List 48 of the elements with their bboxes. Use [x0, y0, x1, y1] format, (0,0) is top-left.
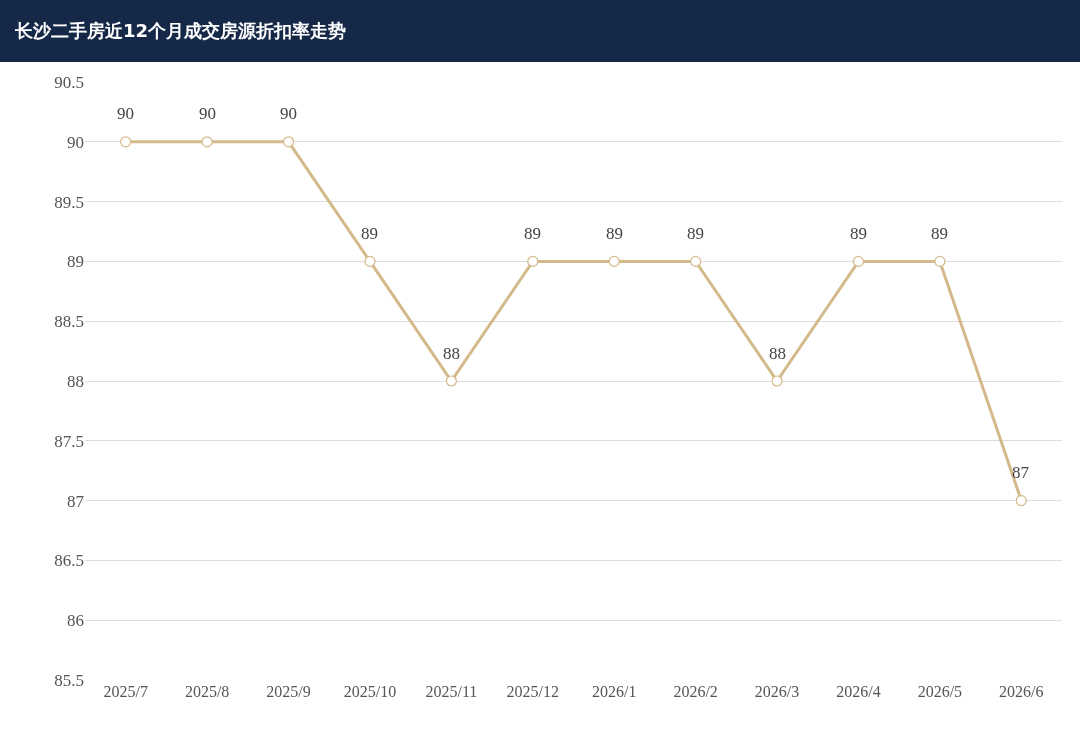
- data-label: 89: [931, 224, 948, 243]
- y-tick-label: 87.5: [54, 431, 84, 451]
- x-tick-label: 2026/6: [999, 683, 1044, 700]
- x-tick-label: 2025/10: [343, 683, 397, 700]
- x-tick-label: 2025/8: [184, 683, 230, 700]
- y-tick-label: 89: [67, 252, 84, 272]
- y-tick-label: 87: [67, 491, 85, 511]
- x-tick-label: 2026/3: [754, 683, 800, 700]
- y-tick-label: 90.5: [54, 72, 84, 92]
- point: [690, 255, 702, 267]
- x-tick-label: 2025/12: [506, 683, 560, 700]
- data-label: 89: [606, 224, 623, 243]
- point: [445, 375, 457, 387]
- data-label: 90: [199, 104, 216, 123]
- point: [852, 255, 865, 267]
- x-tick-label: 2025/9: [266, 683, 311, 700]
- point: [608, 255, 620, 267]
- point: [201, 136, 213, 148]
- point: [934, 255, 946, 267]
- point: [120, 136, 132, 148]
- x-tick-label: 2026/4: [836, 683, 881, 700]
- data-label: 90: [280, 104, 297, 123]
- y-tick-label: 86: [67, 611, 84, 631]
- point: [1015, 495, 1027, 507]
- y-tick-label: 90: [67, 132, 84, 152]
- y-tick-label: 86.5: [54, 551, 84, 571]
- x-tick-label: 2025/11: [425, 683, 478, 700]
- x-tick-label: 2025/7: [103, 683, 148, 700]
- chart-title: 长沙二手房近12个月成交房源折扣率走势: [14, 20, 347, 42]
- data-label: 88: [443, 344, 460, 363]
- y-tick-label: 88: [67, 371, 84, 391]
- data-label: 89: [524, 224, 541, 243]
- data-label: 88: [769, 344, 786, 363]
- x-tick-label: 2026/5: [917, 683, 963, 700]
- data-label: 89: [850, 224, 867, 243]
- x-tick-label: 2026/1: [591, 683, 637, 700]
- y-tick-label: 88.5: [54, 312, 84, 332]
- data-label: 90: [117, 104, 134, 123]
- y-tick-label: 85.5: [54, 670, 84, 690]
- y-tick-label: 89.5: [54, 192, 84, 212]
- point: [771, 375, 783, 387]
- point: [282, 136, 295, 148]
- data-label: 89: [687, 224, 704, 243]
- point: [364, 255, 376, 267]
- data-label: 89: [361, 224, 378, 243]
- x-tick-label: 2026/2: [673, 683, 718, 700]
- data-label: 87: [1012, 463, 1030, 482]
- point: [527, 255, 539, 267]
